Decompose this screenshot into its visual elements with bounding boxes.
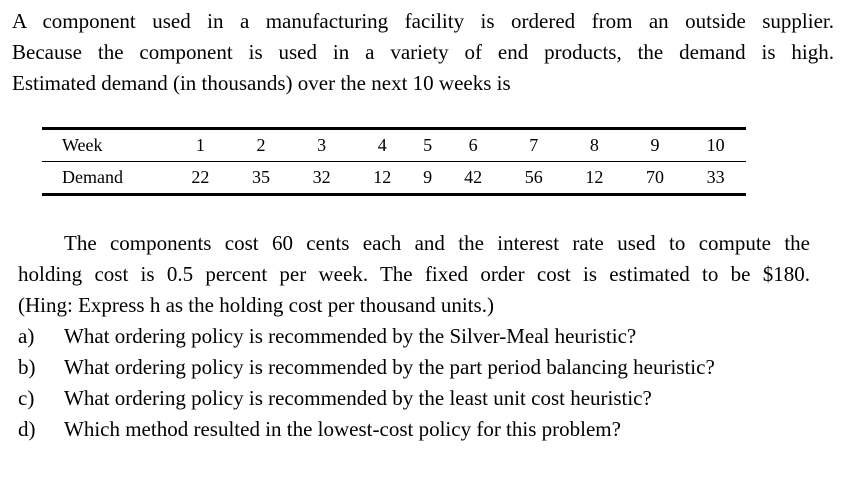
demand-cell: 12 <box>373 167 392 187</box>
demand-header: Demand <box>62 167 123 187</box>
question-text: What ordering policy is recommended by t… <box>64 324 637 348</box>
question-letter: a) <box>18 324 35 348</box>
week-cell: 5 <box>412 128 443 162</box>
problem-body: The components cost 60 cents each and th… <box>18 228 810 321</box>
demand-table: Week 1 2 3 4 5 6 7 8 9 10 Demand 22 35 3… <box>42 127 746 196</box>
week-cell: 2 <box>230 128 292 162</box>
demand-cell: 33 <box>706 167 725 187</box>
week-row: Week 1 2 3 4 5 6 7 8 9 10 <box>42 128 746 162</box>
question-list: a) What ordering policy is recommended b… <box>18 321 818 445</box>
question-letter: c) <box>18 386 35 410</box>
week-cell: 3 <box>291 128 352 162</box>
question-text: What ordering policy is recommended by t… <box>64 386 652 410</box>
body-line: holding cost is 0.5 percent per week. Th… <box>18 262 810 286</box>
week-cell: 4 <box>351 128 413 162</box>
week-cell: 9 <box>624 128 686 162</box>
body-line: (Hing: Express h as the holding cost per… <box>18 293 494 317</box>
demand-cell: 56 <box>524 167 543 187</box>
question-item: d) Which method resulted in the lowest-c… <box>18 414 818 445</box>
week-cell: 1 <box>170 128 231 162</box>
intro-line: Estimated demand (in thousands) over the… <box>12 71 511 95</box>
body-line: The components cost 60 cents each and th… <box>64 231 810 255</box>
question-item: c) What ordering policy is recommended b… <box>18 383 818 414</box>
problem-intro: A component used in a manufacturing faci… <box>12 6 834 99</box>
demand-cell: 42 <box>464 167 483 187</box>
demand-cell: 12 <box>585 167 604 187</box>
question-text: Which method resulted in the lowest-cost… <box>64 417 621 441</box>
intro-line: A component used in a manufacturing faci… <box>12 9 834 33</box>
question-letter: d) <box>18 417 36 441</box>
question-item: b) What ordering policy is recommended b… <box>18 352 818 383</box>
question-text: What ordering policy is recommended by t… <box>64 355 715 379</box>
demand-cell: 70 <box>646 167 664 187</box>
week-cell: 8 <box>564 128 625 162</box>
question-item: a) What ordering policy is recommended b… <box>18 321 818 352</box>
intro-line: Because the component is used in a varie… <box>12 40 834 64</box>
demand-row: Demand 22 35 32 12 9 42 56 12 70 33 <box>42 162 746 195</box>
week-cell: 7 <box>503 128 565 162</box>
question-letter: b) <box>18 355 36 379</box>
demand-cell: 22 <box>191 167 210 187</box>
week-cell: 10 <box>685 128 746 162</box>
week-header: Week <box>42 128 170 162</box>
demand-cell: 9 <box>423 167 433 187</box>
week-cell: 6 <box>442 128 504 162</box>
demand-cell: 32 <box>312 167 331 187</box>
demand-cell: 35 <box>251 167 270 187</box>
